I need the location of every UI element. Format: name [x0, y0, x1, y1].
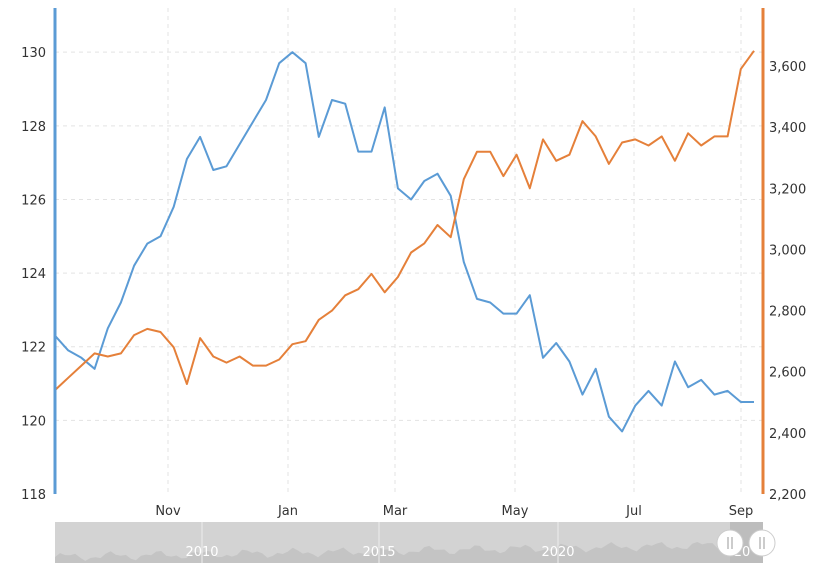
right-axis-tick-label: 2,800: [769, 305, 806, 320]
series-line-left: [54, 51, 754, 433]
x-axis-tick-label: May: [502, 504, 529, 519]
right-axis-tick-label: 3,200: [769, 182, 806, 197]
x-axis-tick-label: Sep: [729, 504, 754, 519]
right-axis-tick-label: 3,600: [769, 60, 806, 75]
series-layer: [54, 50, 755, 433]
left-axis-tick-label: 128: [21, 120, 46, 135]
left-axis-tick-label: 122: [21, 341, 46, 356]
x-axis-tick-label: Jan: [277, 504, 298, 519]
right-axis-tick-label: 3,400: [769, 121, 806, 136]
axes-layer: 118 120 122 124 126 128 130 2,200 2,400 2,600 2,80…: [21, 8, 806, 519]
x-axis-tick-label: Jul: [625, 504, 642, 519]
x-axis-tick-label: Nov: [155, 504, 181, 519]
right-axis-tick-label: 2,200: [769, 488, 806, 503]
right-axis-tick-label: 2,600: [769, 366, 806, 381]
right-axis-tick-label: 3,000: [769, 243, 806, 258]
left-axis-tick-label: 124: [21, 267, 46, 282]
series-line-right: [54, 50, 755, 391]
left-axis-tick-label: 118: [21, 488, 46, 503]
navigator-year-label: 2010: [185, 545, 218, 560]
navigator-right-handle[interactable]: [748, 529, 776, 557]
x-axis-tick-label: Mar: [383, 504, 408, 519]
left-axis-tick-label: 120: [21, 414, 46, 429]
navigator-year-label: 2020: [541, 545, 574, 560]
navigator-area: [55, 540, 763, 563]
left-axis-tick-label: 126: [21, 193, 46, 208]
left-axis-tick-label: 130: [21, 46, 46, 61]
navigator[interactable]: 2010 2015 2020 20: [55, 522, 776, 563]
navigator-year-label: 2015: [362, 545, 395, 560]
navigator-left-handle[interactable]: [716, 529, 744, 557]
grid: [55, 8, 763, 494]
right-axis-tick-label: 2,400: [769, 427, 806, 442]
